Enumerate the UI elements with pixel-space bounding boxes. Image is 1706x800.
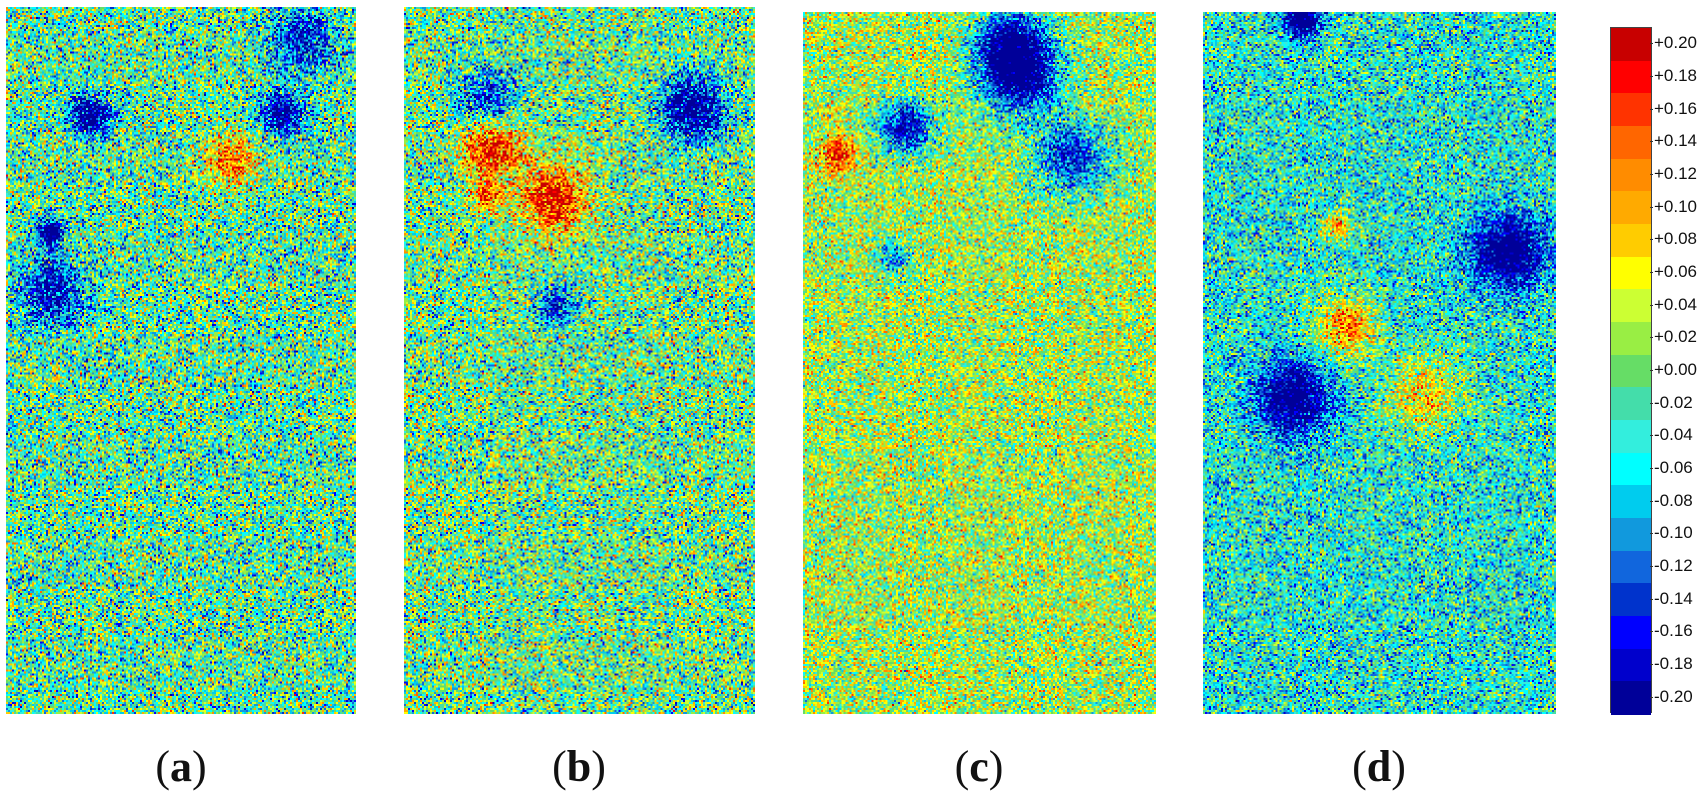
colorbar-tick-label: +0.14 — [1650, 131, 1704, 151]
colorbar-segment — [1611, 550, 1651, 585]
caption-d-letter: d — [1366, 742, 1392, 791]
colorbar-tick-label: +0.08 — [1650, 229, 1704, 249]
colorbar-tick-label: +0.02 — [1650, 327, 1704, 347]
colorbar-segment — [1611, 518, 1651, 552]
colorbar-ticks: +0.20 +0.18 +0.16 +0.14 +0.12 +0.10 +0.08 +0.06… — [1650, 27, 1704, 713]
colorbar-segment — [1611, 420, 1651, 454]
caption-b: (b) — [552, 742, 606, 791]
colorbar-segment — [1611, 322, 1651, 356]
colorbar — [1610, 27, 1652, 715]
strain-map-a — [6, 7, 356, 714]
colorbar-segment — [1611, 387, 1651, 421]
colorbar-tick-label: +0.16 — [1650, 99, 1704, 119]
strain-map-c — [803, 12, 1156, 714]
colorbar-tick-label: -0.04 — [1650, 425, 1704, 445]
colorbar-segment — [1611, 583, 1651, 617]
colorbar-segment — [1611, 191, 1651, 225]
colorbar-tick-label: -0.16 — [1650, 621, 1704, 641]
caption-c: (c) — [954, 742, 1004, 791]
colorbar-tick-label: -0.20 — [1650, 687, 1704, 707]
colorbar-tick-label: -0.10 — [1650, 523, 1704, 543]
colorbar-tick-label: +0.00 — [1650, 360, 1704, 380]
colorbar-segment — [1611, 354, 1651, 389]
colorbar-segment — [1611, 289, 1651, 323]
caption-a: (a) — [155, 742, 207, 791]
colorbar-segment — [1611, 256, 1651, 291]
colorbar-segment — [1611, 93, 1651, 127]
colorbar-tick-label: -0.06 — [1650, 458, 1704, 478]
colorbar-segment — [1611, 224, 1651, 258]
colorbar-segment — [1611, 126, 1651, 160]
colorbar-segment — [1611, 28, 1651, 62]
caption-c-letter: c — [969, 742, 989, 791]
colorbar-segment — [1611, 485, 1651, 519]
colorbar-tick-label: -0.14 — [1650, 589, 1704, 609]
caption-a-letter: a — [170, 742, 192, 791]
colorbar-tick-label: +0.20 — [1650, 33, 1704, 53]
caption-d: (d) — [1352, 742, 1406, 791]
caption-b-letter: b — [566, 742, 592, 791]
colorbar-tick-label: +0.04 — [1650, 295, 1704, 315]
colorbar-tick-label: -0.12 — [1650, 556, 1704, 576]
colorbar-tick-label: +0.06 — [1650, 262, 1704, 282]
colorbar-tick-label: -0.08 — [1650, 491, 1704, 511]
colorbar-segment — [1611, 452, 1651, 487]
colorbar-segment — [1611, 681, 1651, 715]
colorbar-segment — [1611, 158, 1651, 193]
colorbar-tick-label: -0.02 — [1650, 393, 1704, 413]
colorbar-tick-label: -0.18 — [1650, 654, 1704, 674]
colorbar-segment — [1611, 648, 1651, 683]
colorbar-segment — [1611, 60, 1651, 95]
colorbar-tick-label: +0.12 — [1650, 164, 1704, 184]
strain-map-c-canvas — [803, 12, 1156, 714]
colorbar-segment — [1611, 616, 1651, 650]
colorbar-tick-label: +0.10 — [1650, 197, 1704, 217]
strain-map-b-canvas — [404, 7, 755, 714]
strain-map-d — [1203, 12, 1556, 714]
strain-map-a-canvas — [6, 7, 356, 714]
strain-map-d-canvas — [1203, 12, 1556, 714]
colorbar-tick-label: +0.18 — [1650, 66, 1704, 86]
strain-map-b — [404, 7, 755, 714]
